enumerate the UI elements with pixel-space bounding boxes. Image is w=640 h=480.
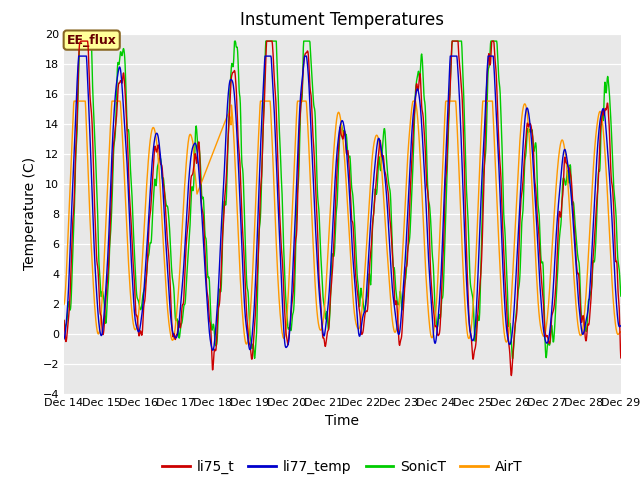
li75_t [617, 355, 625, 361]
SonicT [568, 202, 576, 207]
li77_temp [60, 336, 68, 342]
li75_t [77, 38, 85, 44]
AirT [60, 301, 68, 307]
Line: li77_temp: li77_temp [64, 56, 621, 350]
li75_t [60, 317, 68, 323]
X-axis label: Time: Time [325, 414, 360, 428]
AirT [293, 108, 301, 114]
SonicT [184, 264, 191, 270]
SonicT [292, 216, 300, 221]
Line: AirT: AirT [64, 101, 621, 344]
Y-axis label: Temperature (C): Temperature (C) [23, 157, 37, 270]
AirT [617, 329, 625, 335]
SonicT [428, 248, 436, 254]
li77_temp [520, 126, 528, 132]
AirT [243, 341, 250, 347]
AirT [568, 247, 576, 252]
li77_temp [568, 204, 576, 209]
li77_temp [209, 348, 217, 353]
SonicT [509, 356, 516, 362]
SonicT [76, 38, 84, 44]
li77_temp [75, 53, 83, 59]
li75_t [428, 292, 436, 298]
Line: li75_t: li75_t [64, 41, 621, 375]
li75_t [184, 228, 191, 233]
SonicT [617, 293, 625, 299]
li77_temp [293, 177, 301, 183]
Legend: li75_t, li77_temp, SonicT, AirT: li75_t, li77_temp, SonicT, AirT [157, 455, 528, 480]
SonicT [520, 175, 528, 180]
Title: Instument Temperatures: Instument Temperatures [241, 11, 444, 29]
Line: SonicT: SonicT [64, 41, 621, 359]
SonicT [279, 216, 287, 222]
AirT [429, 334, 436, 340]
AirT [184, 147, 191, 153]
li75_t [520, 159, 528, 165]
li75_t [508, 372, 515, 378]
li75_t [292, 233, 300, 239]
AirT [520, 102, 528, 108]
SonicT [60, 318, 68, 324]
AirT [280, 335, 287, 340]
Text: EE_flux: EE_flux [67, 34, 116, 47]
AirT [70, 98, 78, 104]
li77_temp [184, 199, 191, 205]
li77_temp [617, 323, 625, 329]
li77_temp [429, 319, 436, 324]
li75_t [279, 266, 287, 272]
li77_temp [280, 317, 287, 323]
li75_t [568, 189, 576, 194]
